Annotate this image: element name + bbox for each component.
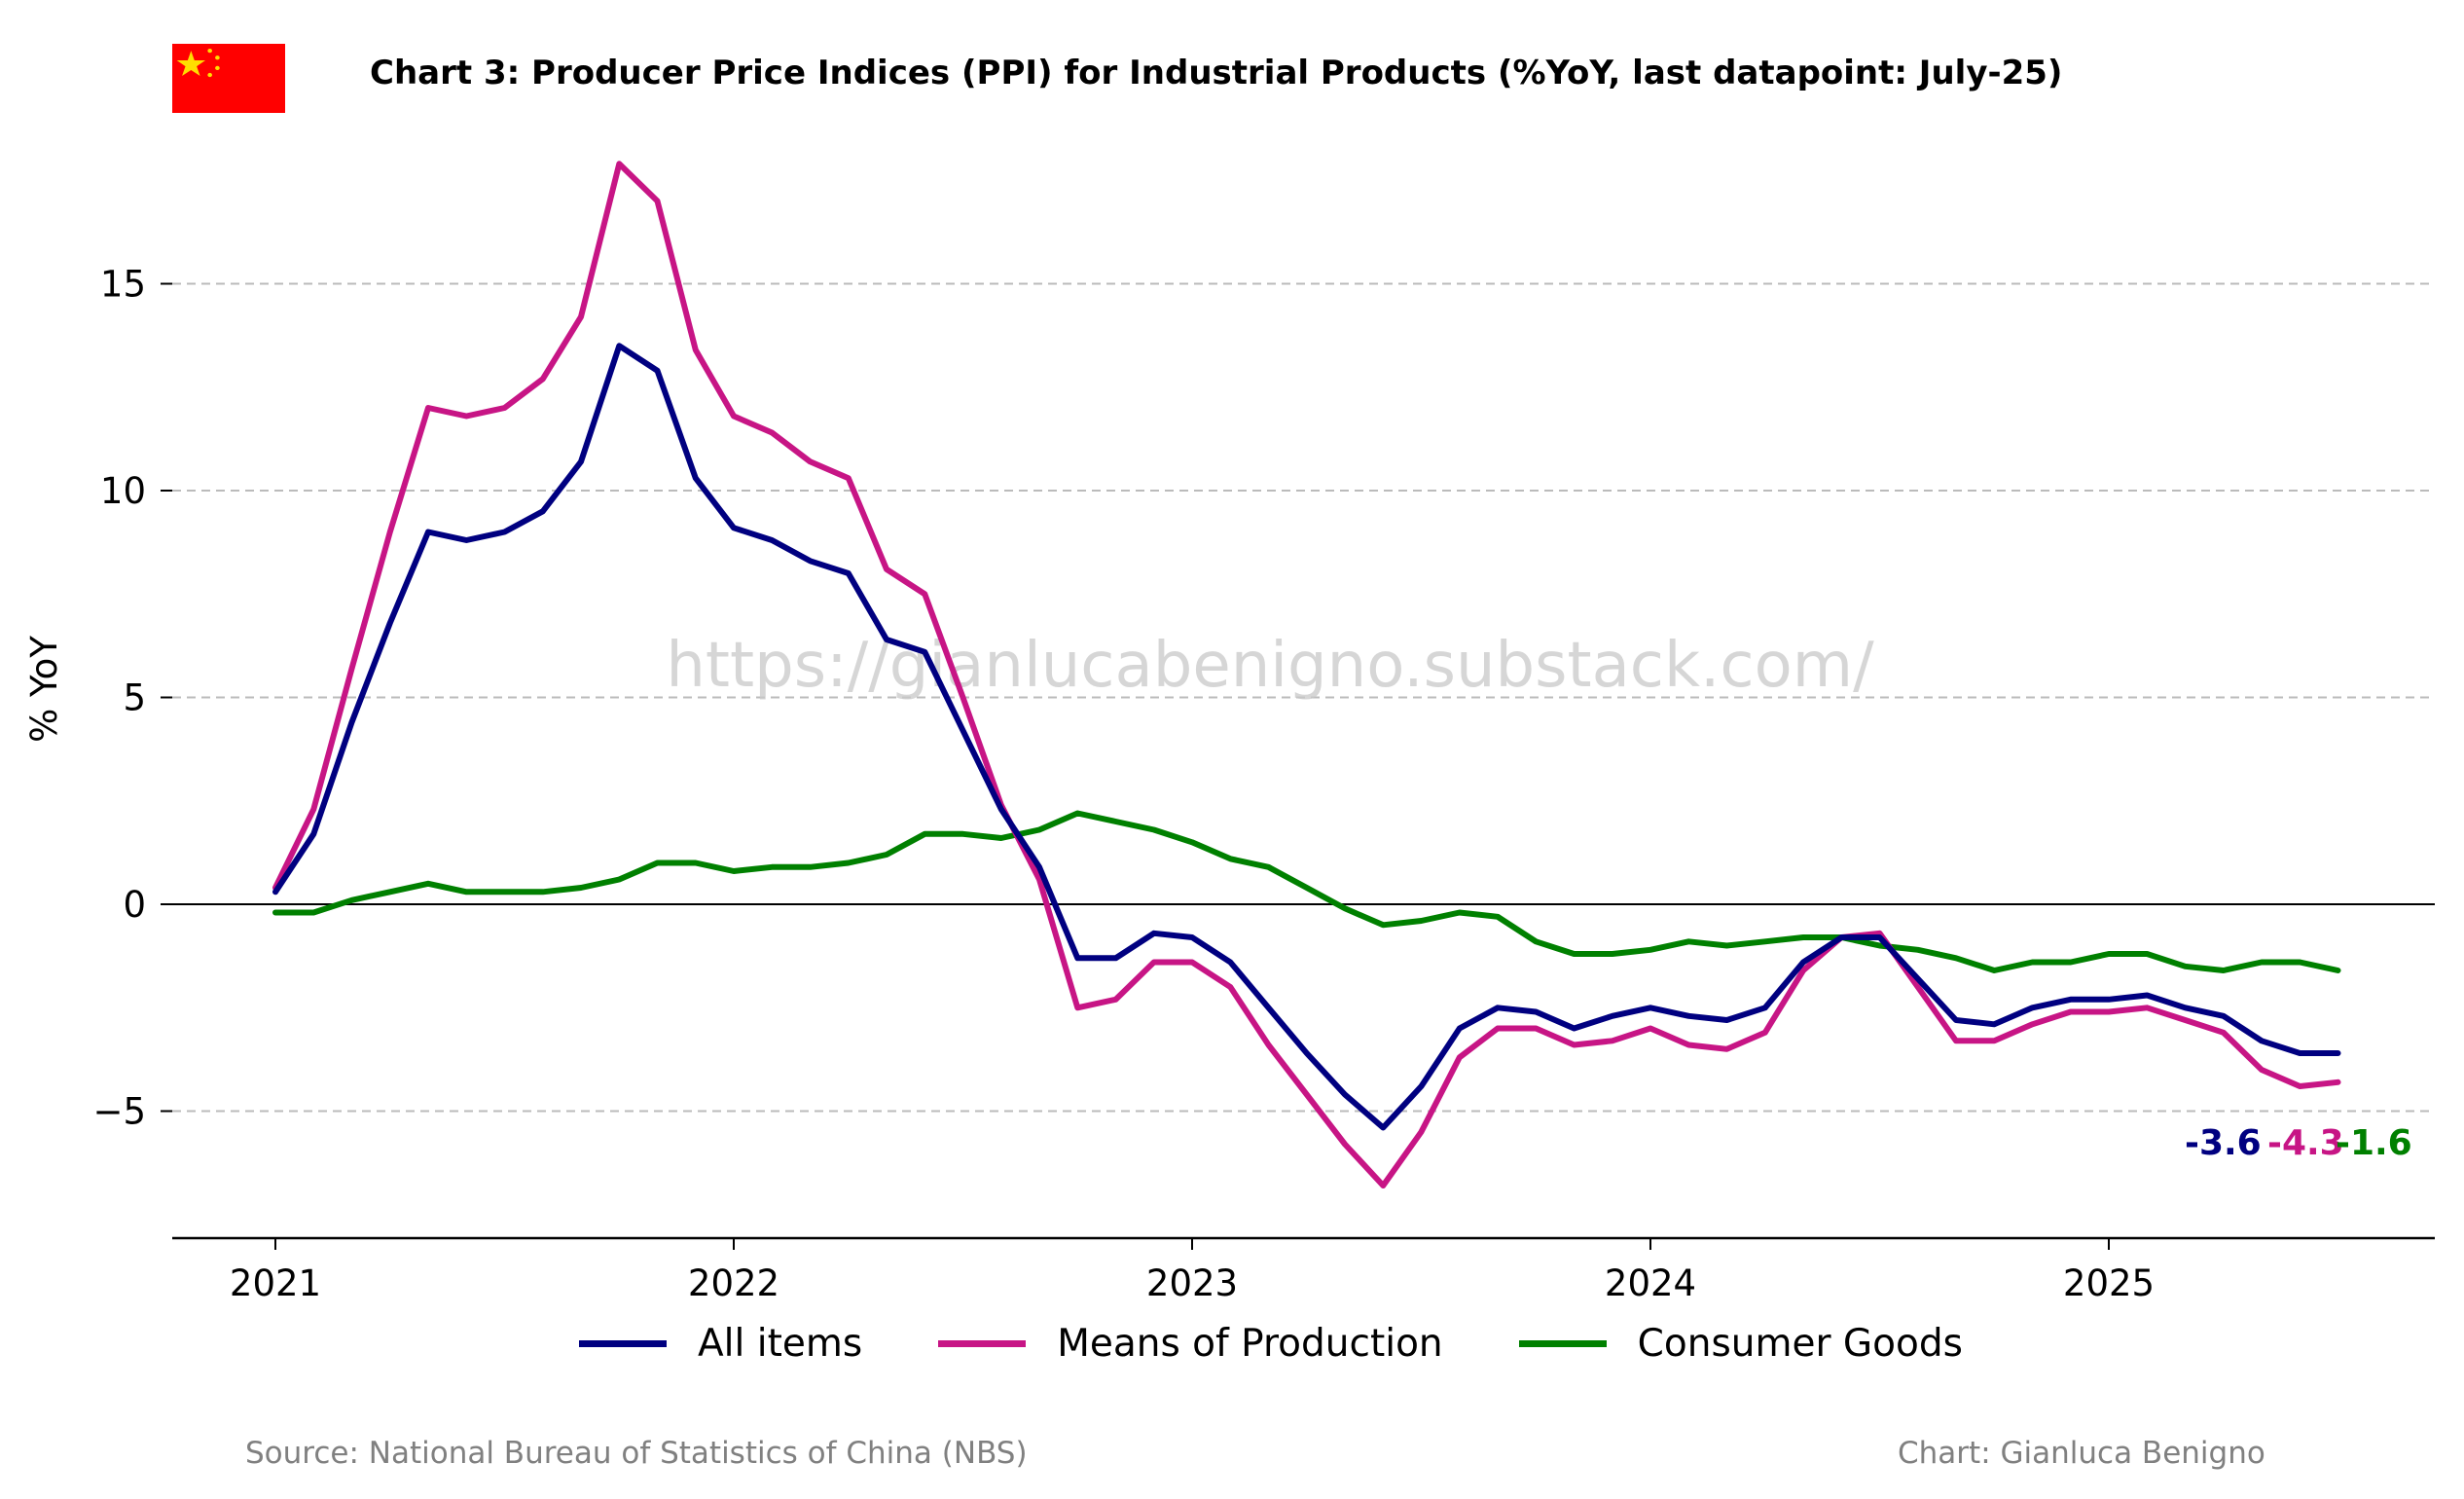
legend: All items Means of Production Consumer G… [579,1322,2039,1366]
x-tick-label: 2025 [2063,1262,2155,1304]
legend-label-means-of-production: Means of Production [1057,1322,1443,1366]
x-tick-label: 2022 [688,1262,779,1304]
chart-title: Chart 3: Producer Price Indices (PPI) fo… [370,54,2063,92]
end-value-labels: -3.6 -4.3-1.6 [2185,1123,2412,1163]
series-line-all-items [272,343,2341,1131]
y-tick-label: 0 [123,884,146,926]
end-label-consumer-goods: -1.6 [2336,1123,2412,1163]
y-tick-label: 15 [100,264,146,306]
legend-item-consumer-goods: Consumer Goods [1518,1322,1963,1366]
x-tick-label: 2023 [1146,1262,1238,1304]
grid-lines [172,282,2435,1113]
series-lines [272,161,2341,1188]
legend-swatch-means-of-production [938,1340,1027,1347]
x-tick-label: 2021 [230,1262,321,1304]
china-flag-icon [172,44,285,113]
source-note: Source: National Bureau of Statistics of… [245,1436,1028,1471]
legend-swatch-all-items [579,1340,667,1347]
x-axis-ticks: 2021 2022 2023 2024 2025 [230,1238,2155,1304]
y-tick-label: 5 [123,677,146,719]
y-tick-label: 10 [100,470,146,512]
series-line-consumer-goods [272,810,2341,973]
legend-swatch-consumer-goods [1518,1340,1607,1347]
watermark: https://gianlucabenigno.substack.com/ [666,630,1874,702]
end-label-means-of-production: -4.3 [2267,1123,2344,1163]
y-axis-label: % YoY [23,636,65,743]
legend-item-all-items: All items [579,1322,862,1366]
legend-label-consumer-goods: Consumer Goods [1637,1322,1963,1366]
series-line-means-of-production [272,161,2341,1188]
end-label-all-items: -3.6 [2185,1123,2262,1163]
legend-label-all-items: All items [698,1322,863,1366]
y-axis-ticks: −5 0 5 10 15 [92,264,172,1133]
chart-credit: Chart: Gianluca Benigno [1898,1436,2265,1471]
x-tick-label: 2024 [1605,1262,1696,1304]
y-tick-label: −5 [92,1091,146,1133]
legend-item-means-of-production: Means of Production [938,1322,1443,1366]
